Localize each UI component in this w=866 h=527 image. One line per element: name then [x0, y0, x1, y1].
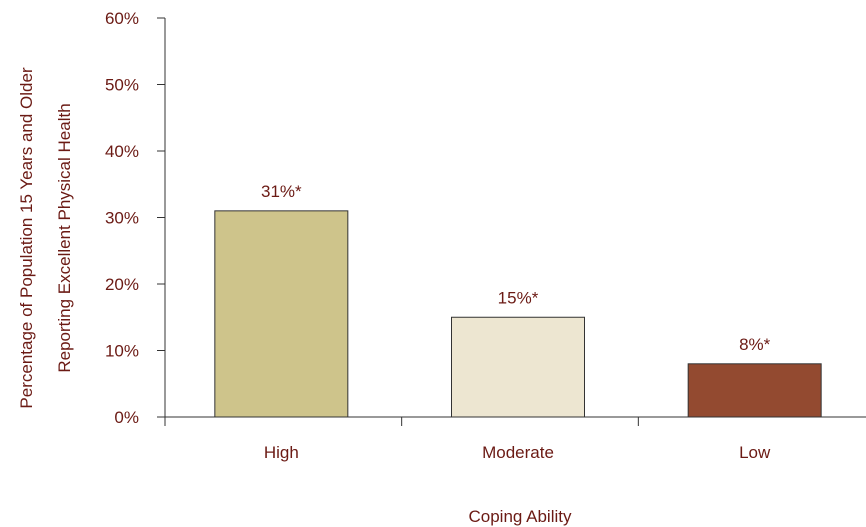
y-tick-label: 20%: [105, 275, 139, 294]
bar-high: [214, 210, 349, 418]
y-tick-label: 0%: [114, 408, 139, 427]
y-axis-title: Percentage of Population 15 Years and Ol…: [17, 67, 74, 409]
x-category-label: Moderate: [482, 443, 554, 462]
y-tick-label: 30%: [105, 209, 139, 228]
y-tick-label: 10%: [105, 342, 139, 361]
bar-moderate: [451, 316, 585, 418]
y-tick-label: 60%: [105, 9, 139, 28]
bars: 31%* High 15%* Moderate 8%* Low: [214, 182, 822, 462]
y-axis-title-line-1: Percentage of Population 15 Years and Ol…: [17, 67, 36, 409]
x-axis-title: Coping Ability: [468, 507, 572, 526]
x-category-label: High: [264, 443, 299, 462]
x-category-label: Low: [739, 443, 771, 462]
x-axis: [164, 416, 866, 426]
data-label: 8%*: [739, 335, 771, 354]
y-axis: 0% 10% 20% 30% 40% 50% 60%: [105, 9, 166, 427]
data-label: 15%*: [498, 288, 539, 307]
data-label: 31%*: [261, 182, 302, 201]
y-axis-title-line-2: Reporting Excellent Physical Health: [55, 103, 74, 372]
y-tick-label: 50%: [105, 76, 139, 95]
y-tick-label: 40%: [105, 142, 139, 161]
bar-low: [687, 363, 822, 418]
